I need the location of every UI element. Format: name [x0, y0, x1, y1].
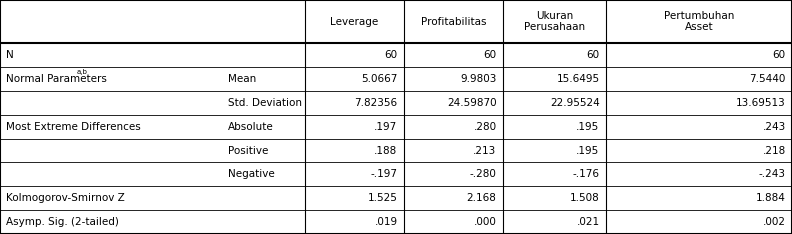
Text: .218: .218 [763, 146, 786, 156]
Text: .243: .243 [763, 122, 786, 132]
Text: -.176: -.176 [573, 169, 600, 179]
Text: 60: 60 [483, 50, 497, 60]
Text: -.243: -.243 [759, 169, 786, 179]
Text: 60: 60 [772, 50, 786, 60]
Text: 22.95524: 22.95524 [550, 98, 600, 108]
Text: .197: .197 [375, 122, 398, 132]
Text: 1.525: 1.525 [367, 193, 398, 203]
Text: -.280: -.280 [470, 169, 497, 179]
Text: Asymp. Sig. (2-tailed): Asymp. Sig. (2-tailed) [6, 217, 120, 227]
Text: 7.5440: 7.5440 [749, 74, 786, 84]
Text: Positive: Positive [228, 146, 268, 156]
Text: 1.508: 1.508 [569, 193, 600, 203]
Text: Normal Parameters: Normal Parameters [6, 74, 107, 84]
Text: a,b: a,b [76, 69, 87, 75]
Text: Std. Deviation: Std. Deviation [228, 98, 302, 108]
Text: 7.82356: 7.82356 [355, 98, 398, 108]
Text: Ukuran
Perusahaan: Ukuran Perusahaan [524, 11, 585, 33]
Text: Mean: Mean [228, 74, 257, 84]
Text: .019: .019 [375, 217, 398, 227]
Text: .000: .000 [474, 217, 497, 227]
Text: 9.9803: 9.9803 [460, 74, 497, 84]
Text: .188: .188 [375, 146, 398, 156]
Text: 5.0667: 5.0667 [361, 74, 398, 84]
Text: Profitabilitas: Profitabilitas [421, 17, 486, 27]
Text: N: N [6, 50, 14, 60]
Text: Negative: Negative [228, 169, 275, 179]
Text: 15.6495: 15.6495 [557, 74, 600, 84]
Text: Leverage: Leverage [330, 17, 379, 27]
Text: .195: .195 [577, 122, 600, 132]
Text: .213: .213 [474, 146, 497, 156]
Text: 2.168: 2.168 [466, 193, 497, 203]
Text: 60: 60 [384, 50, 398, 60]
Text: .195: .195 [577, 146, 600, 156]
Text: -.197: -.197 [371, 169, 398, 179]
Text: 24.59870: 24.59870 [447, 98, 497, 108]
Text: 60: 60 [586, 50, 600, 60]
Text: .002: .002 [763, 217, 786, 227]
Text: Absolute: Absolute [228, 122, 274, 132]
Text: Pertumbuhan
Asset: Pertumbuhan Asset [664, 11, 734, 33]
Text: .021: .021 [577, 217, 600, 227]
Text: 1.884: 1.884 [756, 193, 786, 203]
Text: Most Extreme Differences: Most Extreme Differences [6, 122, 141, 132]
Text: Kolmogorov-Smirnov Z: Kolmogorov-Smirnov Z [6, 193, 125, 203]
Text: .280: .280 [474, 122, 497, 132]
Text: 13.69513: 13.69513 [736, 98, 786, 108]
